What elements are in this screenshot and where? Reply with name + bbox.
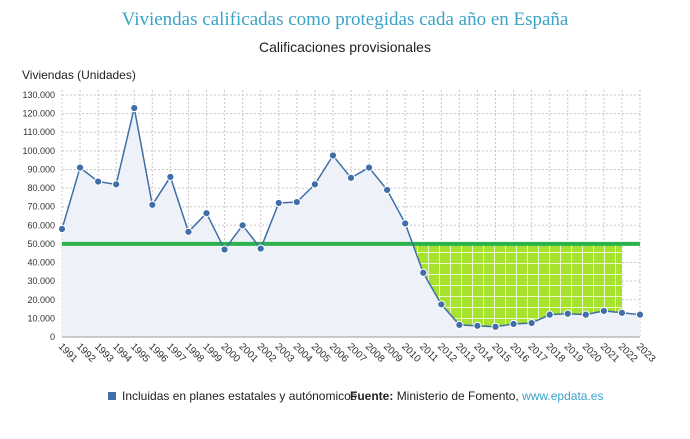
data-point-1991	[57, 224, 67, 234]
x-tick-label: 2000	[218, 341, 242, 365]
y-tick-label: 10.000	[27, 313, 55, 323]
source-note: Fuente: Ministerio de Fomento, www.epdat…	[350, 389, 603, 403]
x-tick-label: 2005	[309, 341, 333, 365]
y-tick-label: 110.000	[23, 127, 55, 137]
data-point-2014	[473, 321, 482, 330]
x-tick-label: 2007	[345, 341, 369, 365]
x-tick-label: 2013	[453, 341, 477, 365]
data-point-2019	[563, 309, 572, 318]
data-point-2004	[292, 197, 301, 207]
data-point-2013	[455, 320, 464, 329]
data-point-2003	[274, 198, 283, 208]
x-tick-label: 1998	[182, 341, 206, 365]
y-tick-label: 80.000	[27, 183, 55, 193]
x-tick-label: 2017	[526, 341, 550, 365]
y-tick-label: 130.000	[22, 90, 55, 100]
x-tick-label: 2015	[489, 341, 513, 365]
x-tick-label: 2016	[507, 341, 531, 365]
source-text: Ministerio de Fomento,	[396, 389, 523, 403]
data-point-2018	[545, 310, 554, 319]
area-fill	[62, 108, 640, 338]
data-point-2005	[310, 180, 319, 189]
data-point-2001	[238, 221, 247, 230]
x-tick-label: 2002	[255, 341, 279, 365]
x-tick-label: 2003	[273, 341, 297, 365]
chart-title: Viviendas calificadas como protegidas ca…	[121, 9, 569, 30]
x-tick-label: 1994	[110, 341, 134, 365]
x-tick-label: 1993	[92, 341, 116, 365]
data-point-2016	[509, 319, 518, 329]
x-tick-label: 2008	[363, 341, 387, 365]
deficit-region	[412, 243, 622, 327]
data-point-2021	[599, 306, 608, 316]
x-tick-label: 2006	[327, 341, 351, 365]
x-tick-label: 2001	[237, 341, 261, 365]
x-tick-label: 1995	[128, 341, 152, 365]
y-tick-label: 60.000	[27, 220, 55, 230]
data-point-1998	[184, 227, 193, 236]
y-tick-label: 20.000	[27, 295, 55, 305]
axes	[62, 241, 640, 338]
data-point-2011	[419, 268, 428, 277]
x-tick-label: 2004	[291, 341, 315, 365]
data-point-1992	[75, 163, 85, 172]
data-point-2023	[635, 310, 645, 319]
data-point-2022	[617, 308, 627, 317]
data-point-2012	[437, 300, 446, 309]
x-tick-label: 1999	[200, 341, 224, 365]
data-point-2010	[401, 219, 410, 228]
y-tick-label: 100.000	[22, 146, 55, 156]
y-tick-label: 90.000	[27, 164, 55, 174]
data-point-2007	[346, 173, 356, 182]
data-point-2000	[220, 245, 229, 254]
x-tick-label: 2022	[616, 341, 640, 365]
x-tick-label: 2012	[435, 341, 459, 365]
x-tick-label: 1991	[56, 341, 80, 365]
y-tick-label: 0	[50, 332, 55, 342]
x-tick-label: 2023	[634, 341, 658, 365]
data-point-1999	[202, 209, 211, 218]
y-axis-label: Viviendas (Unidades)	[22, 68, 136, 82]
y-tick-label: 120.000	[22, 109, 55, 119]
data-point-1997	[166, 172, 175, 182]
chart-subtitle: Calificaciones provisionales	[259, 39, 431, 55]
x-tick-label: 2010	[399, 341, 423, 365]
data-point-1993	[94, 177, 103, 186]
data-point-2015	[491, 322, 500, 331]
x-tick-label: 2009	[381, 341, 405, 365]
data-point-2006	[328, 151, 338, 160]
legend-label: Incluidas en planes estatales y autónomi…	[122, 389, 357, 403]
x-tick-label: 2019	[562, 341, 586, 365]
x-tick-label: 1996	[146, 341, 170, 365]
data-point-2017	[527, 318, 536, 328]
y-tick-label: 30.000	[27, 276, 55, 286]
data-point-2008	[364, 163, 374, 172]
source-label: Fuente:	[350, 389, 394, 403]
legend-swatch	[108, 392, 116, 400]
data-point-2009	[383, 185, 392, 195]
x-tick-label: 2011	[417, 341, 440, 364]
data-point-1994	[112, 180, 121, 189]
x-tick-label: 1992	[74, 341, 98, 365]
data-point-1996	[148, 200, 157, 209]
y-tick-label: 40.000	[27, 258, 55, 268]
series-area	[62, 108, 640, 338]
deficit-grid-pattern	[412, 243, 622, 327]
x-tick-label: 2018	[544, 341, 568, 365]
data-point-2020	[581, 310, 590, 319]
y-tick-label: 50.000	[27, 239, 55, 249]
x-tick-label: 1997	[164, 341, 188, 365]
data-point-1995	[130, 103, 139, 113]
data-point-2002	[256, 244, 265, 253]
y-tick-label: 70.000	[27, 202, 55, 212]
series-points	[57, 103, 645, 331]
legend[interactable]: Incluidas en planes estatales y autónomi…	[108, 389, 357, 403]
x-tick-label: 2021	[598, 341, 622, 365]
x-tick-label: 2020	[580, 341, 604, 365]
source-link[interactable]: www.epdata.es	[522, 389, 604, 403]
x-tick-label: 2014	[471, 341, 495, 365]
